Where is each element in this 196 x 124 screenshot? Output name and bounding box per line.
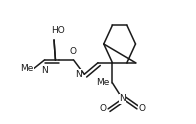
Text: O: O xyxy=(70,46,77,56)
Text: Me: Me xyxy=(20,64,34,73)
Text: Me: Me xyxy=(96,78,110,87)
Text: N: N xyxy=(41,66,48,75)
Text: O: O xyxy=(100,104,107,113)
Text: N: N xyxy=(75,70,81,79)
Text: N: N xyxy=(119,94,126,103)
Text: O: O xyxy=(138,104,145,113)
Text: HO: HO xyxy=(51,26,64,35)
